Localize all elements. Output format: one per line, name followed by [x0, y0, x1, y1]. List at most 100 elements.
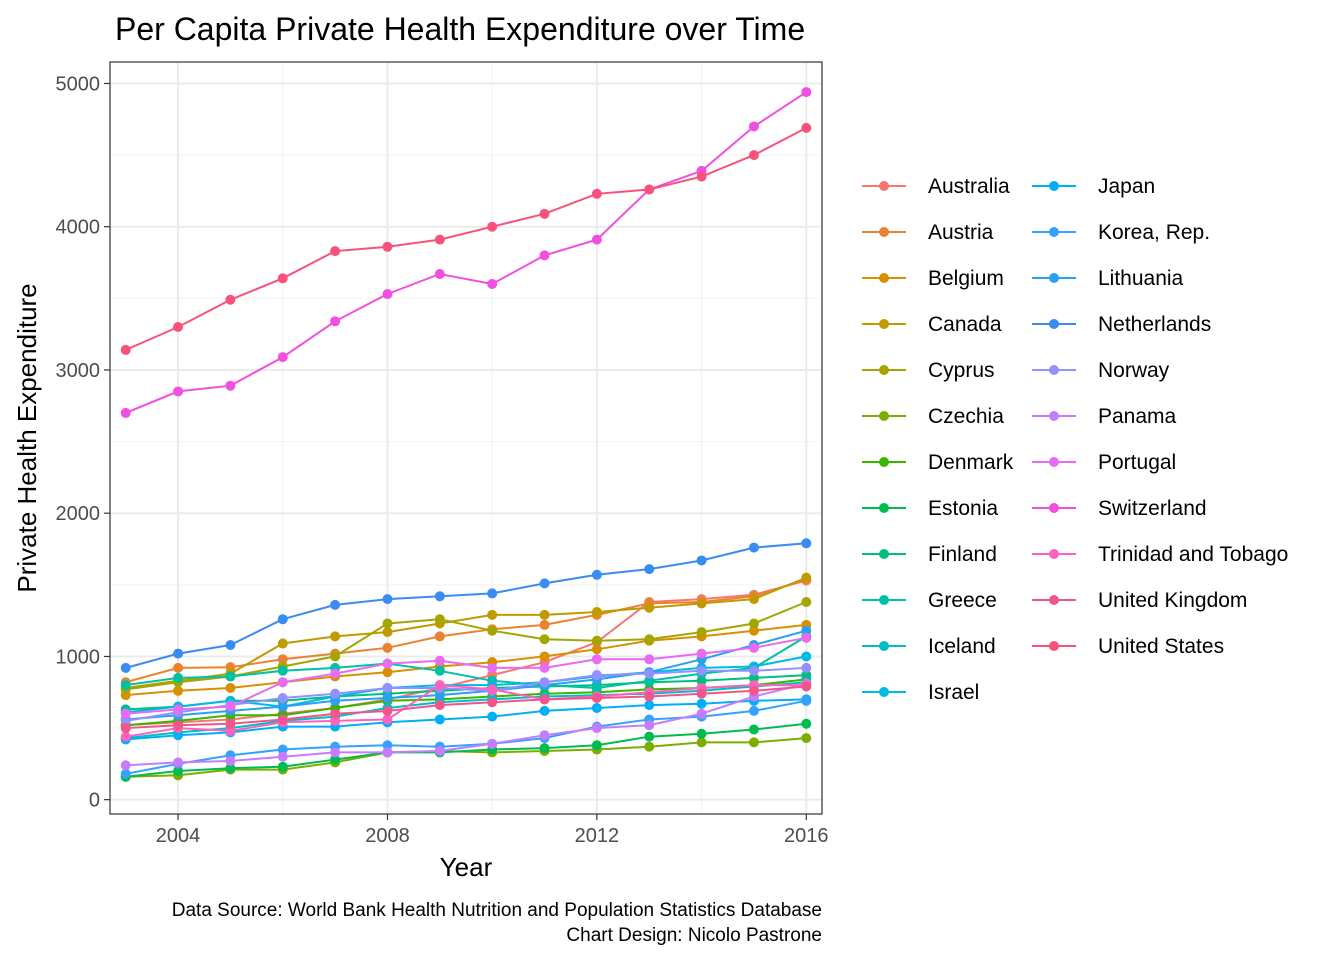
legend-item: Panama: [1032, 405, 1177, 428]
data-point: [748, 542, 759, 553]
legend-key-point: [879, 365, 889, 375]
legend-label: Portugal: [1098, 451, 1176, 474]
data-point: [225, 639, 236, 650]
series-line: [125, 722, 807, 778]
data-point: [330, 688, 341, 699]
data-point: [539, 250, 550, 261]
data-point: [591, 703, 602, 714]
data-point: [382, 658, 393, 669]
caption-design: Chart Design: Nicolo Pastrone: [566, 925, 822, 946]
legend-label: Czechia: [928, 405, 1004, 428]
legend-label: Iceland: [928, 635, 996, 658]
data-point: [382, 241, 393, 252]
data-point: [696, 737, 707, 748]
data-point: [120, 680, 131, 691]
series-line: [125, 681, 807, 740]
legend-label: Austria: [928, 221, 994, 244]
data-point: [382, 642, 393, 653]
data-point: [748, 121, 759, 132]
series-panama: [120, 678, 812, 771]
series-portugal: [120, 632, 812, 719]
legend-key-point: [879, 227, 889, 237]
series-line: [125, 684, 807, 738]
data-point: [748, 737, 759, 748]
y-tick-label: 1000: [56, 646, 101, 668]
data-point: [382, 747, 393, 758]
legend-item: Finland: [862, 543, 997, 566]
y-tick-label: 0: [89, 790, 100, 812]
legend-label: Estonia: [928, 497, 998, 520]
data-point: [644, 691, 655, 702]
legend-item: Japan: [1032, 175, 1155, 198]
data-point: [644, 634, 655, 645]
legend-item: Iceland: [862, 635, 996, 658]
series-line: [125, 682, 807, 767]
data-point: [225, 682, 236, 693]
legend-label: Israel: [928, 681, 979, 704]
legend-key-point: [1049, 181, 1059, 191]
series-line: [125, 542, 807, 669]
data-point: [591, 740, 602, 751]
data-point: [539, 705, 550, 716]
data-point: [434, 745, 445, 756]
data-point: [748, 625, 759, 636]
data-point: [644, 602, 655, 613]
data-point: [382, 627, 393, 638]
series-line: [125, 576, 807, 689]
plot-border: [109, 61, 823, 815]
data-point: [434, 700, 445, 711]
data-point: [277, 744, 288, 755]
data-point: [225, 718, 236, 729]
data-point: [801, 597, 812, 608]
data-point: [382, 714, 393, 725]
data-point: [330, 631, 341, 642]
y-tick-label: 2000: [56, 503, 101, 525]
data-point: [487, 738, 498, 749]
data-point: [696, 675, 707, 686]
data-point: [487, 684, 498, 695]
data-point: [225, 294, 236, 305]
legend-key-point: [1049, 549, 1059, 559]
data-point: [539, 694, 550, 705]
data-point: [277, 654, 288, 665]
data-point: [539, 677, 550, 688]
data-point: [591, 723, 602, 734]
series-netherlands: [120, 538, 812, 673]
data-point: [748, 618, 759, 629]
data-point: [330, 651, 341, 662]
data-point: [225, 756, 236, 767]
data-point: [173, 321, 184, 332]
legend-key-point: [879, 319, 889, 329]
data-point: [696, 648, 707, 659]
x-tick-label: 2012: [575, 825, 620, 847]
data-point: [120, 662, 131, 673]
data-point: [696, 728, 707, 739]
x-tick-label: 2016: [784, 825, 829, 847]
data-point: [539, 743, 550, 754]
data-point: [330, 754, 341, 765]
legend-label: Australia: [928, 175, 1010, 198]
data-point: [330, 668, 341, 679]
y-axis-title: Private Health Expenditure: [12, 283, 42, 592]
legend-key-point: [1049, 641, 1059, 651]
data-point: [801, 681, 812, 692]
data-point: [382, 692, 393, 703]
data-point: [173, 386, 184, 397]
data-point: [173, 648, 184, 659]
legend-label: Lithuania: [1098, 267, 1184, 290]
data-point: [539, 651, 550, 662]
data-point: [539, 208, 550, 219]
data-point: [173, 720, 184, 731]
data-point: [330, 695, 341, 706]
legend-key-point: [1049, 227, 1059, 237]
data-point: [382, 289, 393, 300]
data-point: [801, 670, 812, 681]
series-line: [125, 666, 807, 722]
data-point: [330, 747, 341, 758]
series-line: [125, 698, 807, 741]
data-point: [748, 672, 759, 683]
data-point: [382, 705, 393, 716]
data-point: [539, 634, 550, 645]
data-point: [277, 665, 288, 676]
